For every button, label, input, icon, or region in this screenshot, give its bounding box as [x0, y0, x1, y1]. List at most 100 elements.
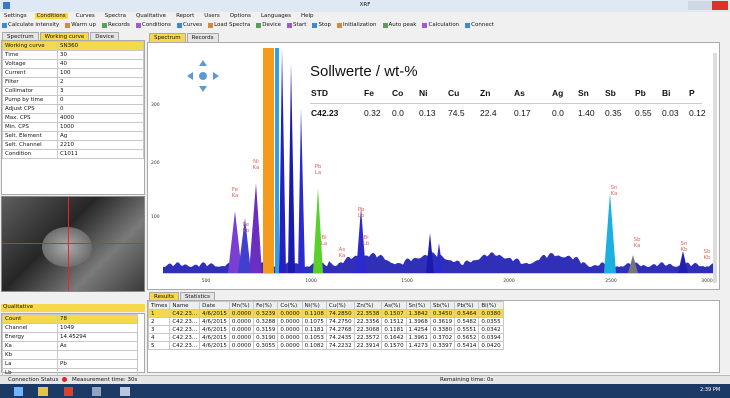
peak-label: Lb [358, 213, 365, 219]
result-cell: C42.23... [170, 334, 200, 342]
menu-bar: Settings Conditions Curves Spectra Qualitati… [2, 13, 316, 19]
value-cell: C1011 [58, 150, 144, 159]
table-row: Pump by time0 [3, 96, 144, 105]
menu-item[interactable]: Users [202, 13, 221, 19]
toolbar-button[interactable]: Warm up [65, 22, 96, 28]
result-cell: 0.1181 [382, 326, 406, 334]
result-cell: 0.1053 [302, 334, 326, 342]
column-header: Sn(%) [406, 302, 430, 310]
toolbar-button[interactable]: Calculation [422, 22, 459, 28]
scrollbar[interactable] [713, 53, 717, 283]
result-cell: 1.4254 [406, 326, 430, 334]
divider [310, 103, 702, 104]
key-cell: Filter [3, 78, 58, 87]
target-value: 0.0 [392, 108, 404, 118]
toolbar-button[interactable]: Conditions [136, 22, 171, 28]
menu-item[interactable]: Settings [2, 13, 29, 19]
column-header: Zn [480, 88, 490, 98]
y-tick-label: 100 [151, 214, 160, 220]
start-button[interactable] [14, 387, 23, 396]
menu-item[interactable]: Languages [259, 13, 293, 19]
menu-item[interactable]: Help [299, 13, 316, 19]
toolbar-button[interactable]: Calculate intensity [2, 22, 59, 28]
menu-item[interactable]: Curves [74, 13, 97, 19]
column-header: Date [200, 302, 230, 310]
result-cell: 0.5482 [455, 318, 479, 326]
toolbar-button[interactable]: Curves [177, 22, 202, 28]
menu-item[interactable]: Options [228, 13, 253, 19]
key-cell: Count [3, 315, 58, 324]
toolbar-label: Load Spectra [214, 22, 250, 28]
close-button[interactable] [712, 1, 728, 10]
x-tick-label: 1500 [401, 278, 413, 284]
crosshair-v [68, 197, 69, 292]
column-header: Ni(%) [302, 302, 326, 310]
title-bar: XRF [0, 0, 730, 12]
menu-item[interactable]: Spectra [103, 13, 128, 19]
nav-arrows[interactable] [187, 60, 219, 92]
toolbar-icon [383, 23, 388, 28]
result-cell: 0.3450 [430, 310, 454, 318]
explorer-icon[interactable] [38, 387, 48, 396]
target-value: 0.55 [635, 108, 652, 118]
tab[interactable]: Spectrum [149, 33, 186, 42]
table-row: Selt. Channel2210 [3, 141, 144, 150]
toolbar-icon [65, 23, 70, 28]
result-cell: 0.5464 [455, 310, 479, 318]
toolbar-button[interactable]: Auto peak [383, 22, 417, 28]
menu-item[interactable]: Qualitative [134, 13, 168, 19]
toolbar-button[interactable]: Initialization [337, 22, 377, 28]
result-cell: 0.1108 [302, 310, 326, 318]
result-cell: 0.0355 [479, 318, 503, 326]
target-row: C42.230.320.00.1374.522.40.170.01.400.35… [306, 108, 706, 122]
app-icon-taskbar[interactable] [92, 387, 101, 396]
target-values-title: Sollwerte / wt-% [310, 63, 418, 80]
menu-item[interactable]: Report [174, 13, 196, 19]
result-cell: 3 [149, 326, 170, 334]
menu-item[interactable]: Conditions [35, 13, 68, 19]
toolbar-button[interactable]: Device [256, 22, 281, 28]
peak-label: Kb [242, 228, 250, 234]
y-tick-label: 300 [151, 102, 160, 108]
xrf-icon[interactable] [120, 387, 130, 396]
table-row: Max. CPS4000 [3, 114, 144, 123]
value-cell: 78 [58, 315, 138, 324]
target-values-box: Sollwerte / wt-% STDFeCoNiCuZnAsAgSnSbPb… [306, 61, 706, 133]
value-cell: 1000 [58, 123, 144, 132]
toolbar-label: Records [108, 22, 130, 28]
office-icon[interactable] [64, 387, 73, 396]
maximize-button[interactable] [700, 1, 712, 10]
value-cell: Ag [58, 132, 144, 141]
key-cell: Max. CPS [3, 114, 58, 123]
result-cell: C42.23... [170, 310, 200, 318]
column-header: Sn [578, 88, 589, 98]
result-cell: 0.3239 [254, 310, 278, 318]
peak-label: Lb [363, 241, 370, 247]
result-cell: 74.2435 [326, 334, 354, 342]
result-cell: 0.1082 [302, 342, 326, 350]
tab[interactable]: Records [187, 33, 219, 42]
toolbar-button[interactable]: Start [287, 22, 306, 28]
toolbar-button[interactable]: Connect [465, 22, 494, 28]
toolbar-button[interactable]: Load Spectra [208, 22, 250, 28]
result-cell: 2 [149, 318, 170, 326]
minimize-button[interactable] [688, 1, 700, 10]
result-cell: 0.3055 [254, 342, 278, 350]
toolbar-button[interactable]: Records [102, 22, 130, 28]
toolbar-button[interactable]: Stop [312, 22, 331, 28]
column-header: Pb [635, 88, 646, 98]
toolbar-label: Start [293, 22, 306, 28]
result-cell: 0.1642 [382, 334, 406, 342]
result-cell: 1.3968 [406, 318, 430, 326]
connection-status: Connection Status [8, 377, 58, 383]
result-cell: 0.1181 [302, 326, 326, 334]
result-cell: 22.3068 [354, 326, 382, 334]
target-value: 74.5 [448, 108, 465, 118]
